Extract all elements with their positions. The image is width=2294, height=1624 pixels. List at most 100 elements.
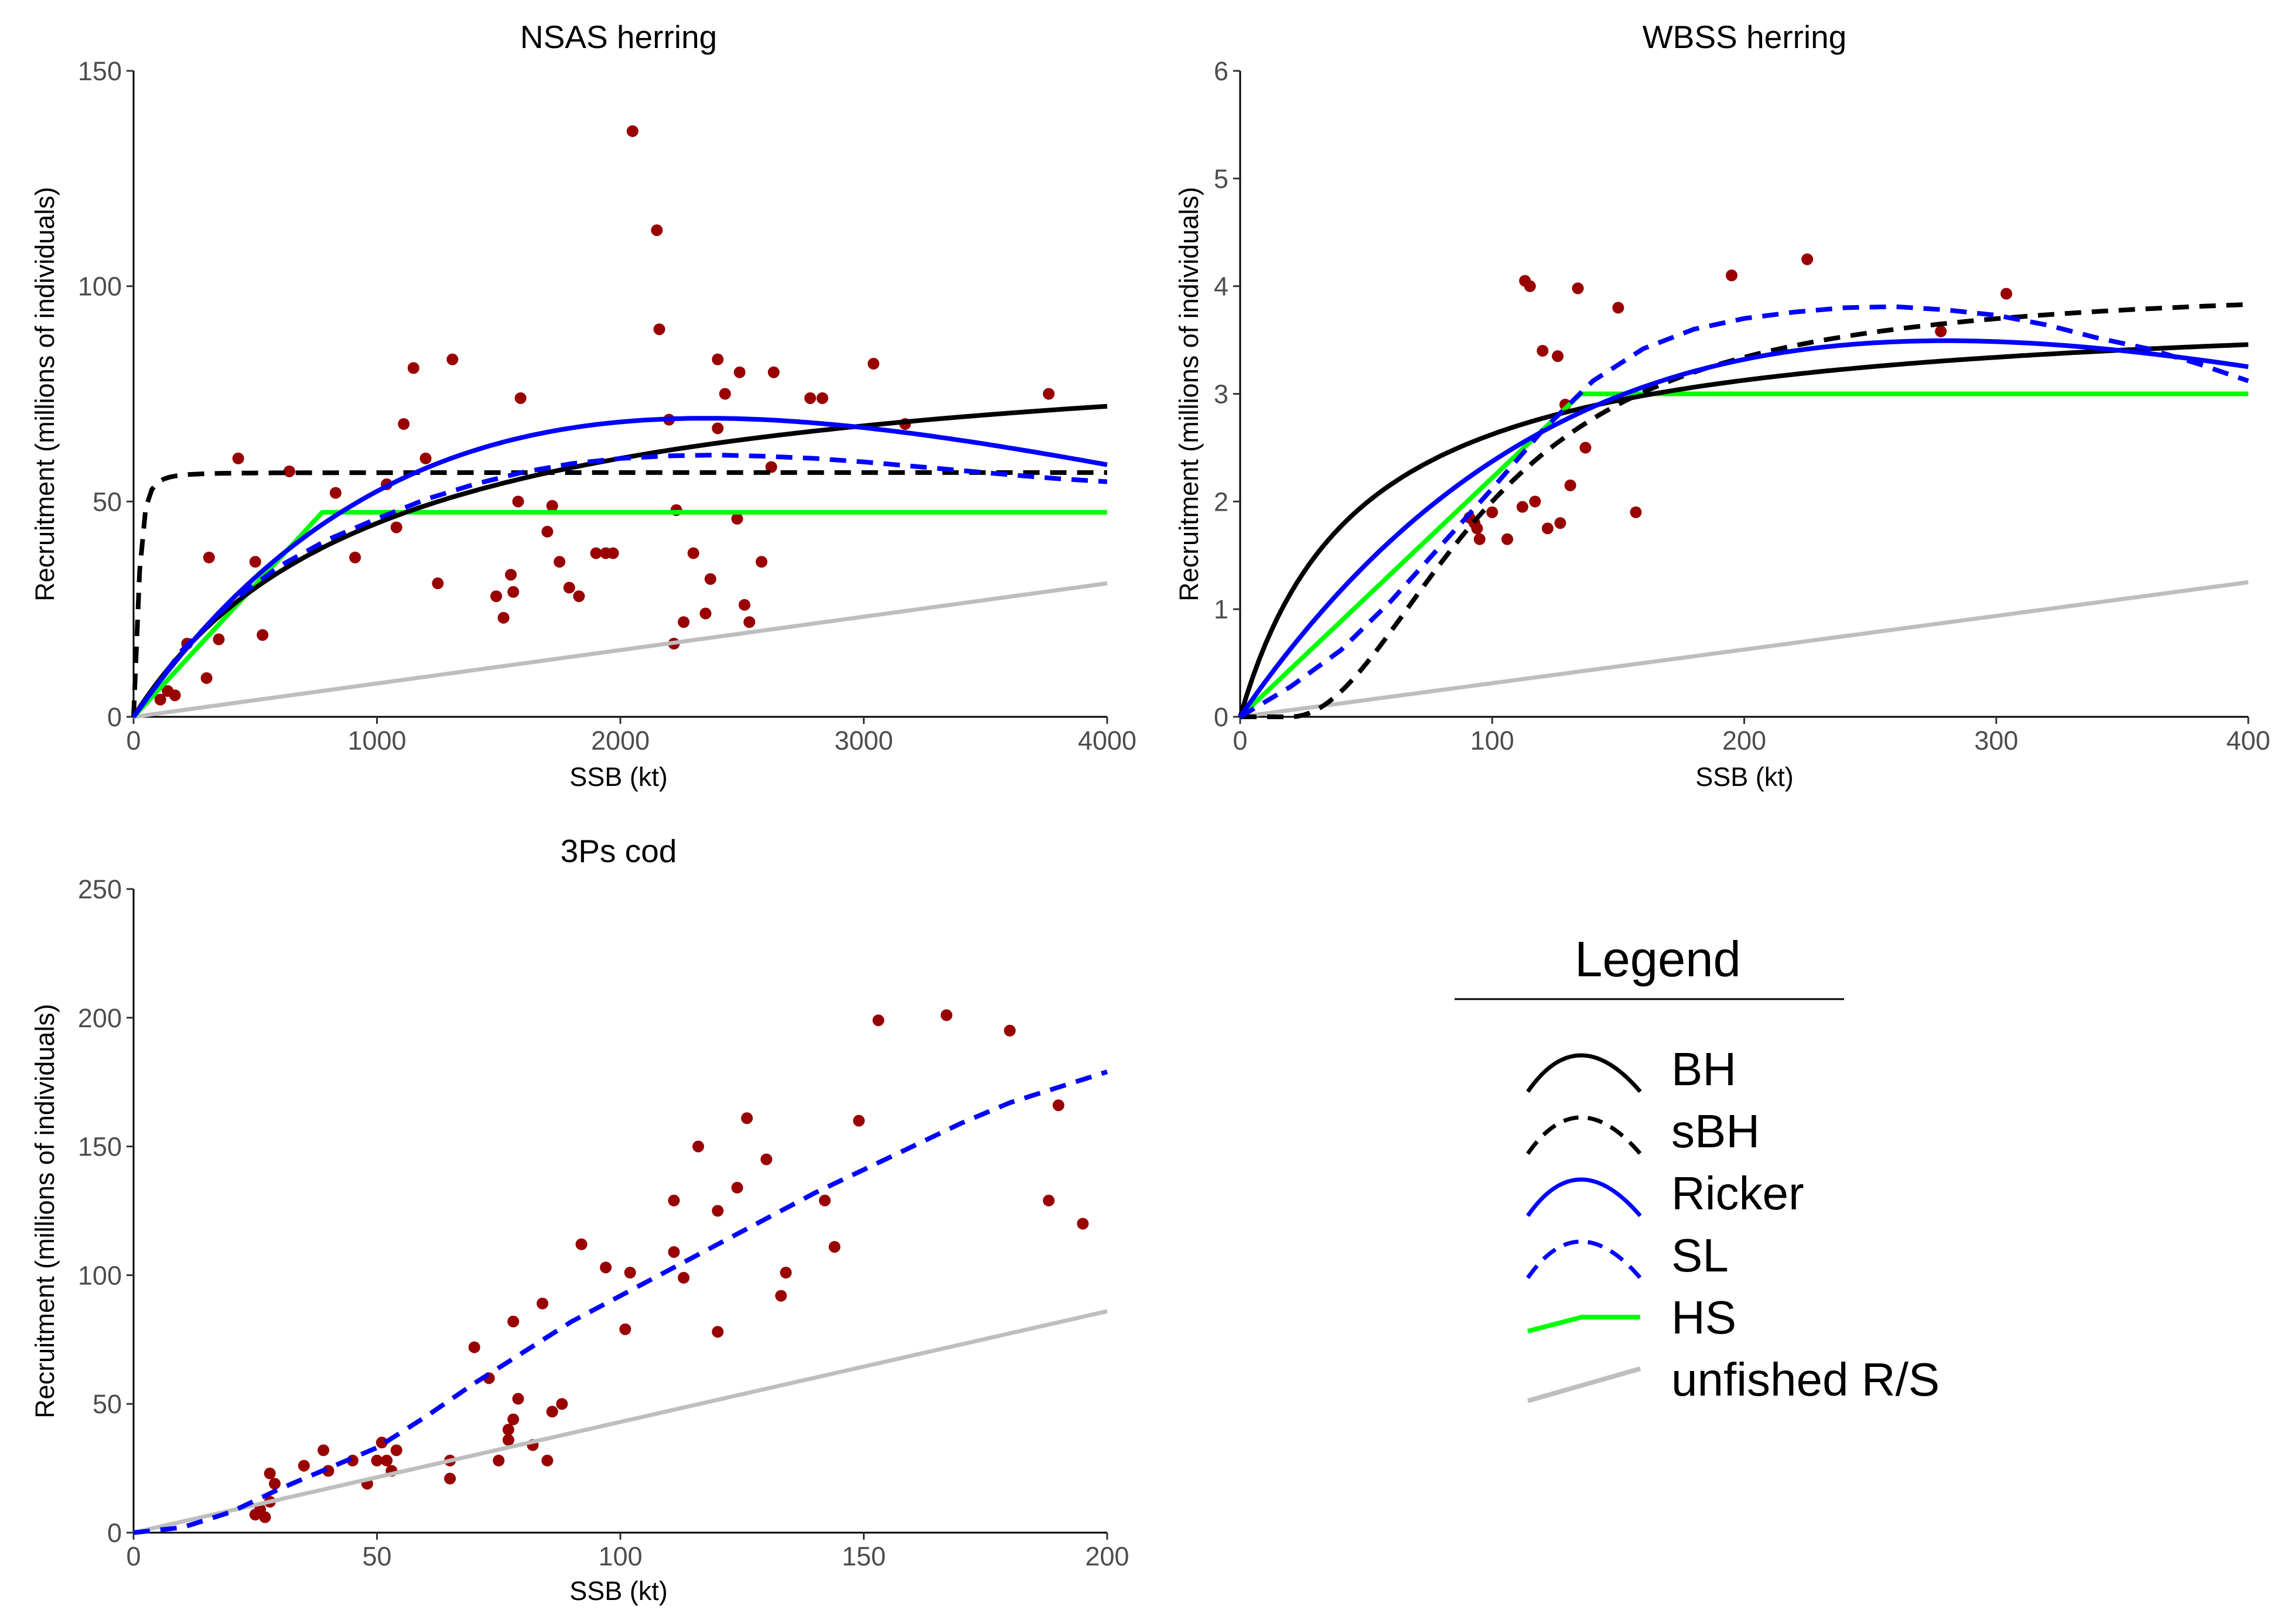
legend-key-sbh (1526, 1115, 1642, 1155)
series-hs (1238, 391, 2248, 719)
data-point (575, 1238, 588, 1250)
x-axis-label: SSB (kt) (569, 1576, 668, 1606)
y-tick-label: 2 (1214, 487, 1228, 517)
data-point (940, 1009, 953, 1021)
data-point (507, 1315, 520, 1328)
data-point (668, 1194, 680, 1206)
y-tick-label: 1 (1214, 594, 1228, 624)
data-point (1003, 1024, 1016, 1037)
x-axis-label: SSB (kt) (1695, 762, 1794, 792)
data-point (719, 388, 731, 400)
data-point (398, 418, 410, 430)
data-point (853, 1114, 865, 1127)
y-tick-label: 4 (1214, 272, 1228, 302)
y-axis-label: Recruitment (millions of individuals) (30, 187, 60, 601)
data-point (563, 582, 575, 594)
data-point (169, 689, 181, 702)
data-point (1052, 1099, 1064, 1112)
data-point (872, 1014, 885, 1027)
y-tick-label: 200 (78, 1003, 122, 1033)
y-tick-label: 6 (1214, 56, 1228, 86)
x-tick-label: 100 (1470, 726, 1514, 755)
data-point (1043, 388, 1055, 400)
data-point (765, 461, 777, 473)
series-unfished-r-s (133, 581, 1108, 719)
legend-item-ricker: Ricker (1526, 1167, 1804, 1219)
data-point (731, 512, 743, 525)
data-point (213, 633, 225, 645)
data-point (493, 1454, 505, 1466)
data-point (200, 672, 213, 684)
data-point (1043, 1194, 1055, 1206)
data-point (712, 353, 724, 365)
legend-label: HS (1671, 1291, 1736, 1343)
legend-label: BH (1671, 1043, 1736, 1095)
data-point (653, 323, 665, 336)
x-tick-label: 300 (1974, 726, 2018, 755)
data-point (407, 362, 419, 374)
data-point (502, 1424, 514, 1436)
legend-key-hs (1527, 1315, 1640, 1334)
data-point (556, 1398, 568, 1410)
data-point (546, 500, 558, 512)
data-point (446, 353, 459, 365)
data-point (687, 547, 699, 559)
series-sbh (1240, 302, 2249, 719)
data-point (249, 556, 261, 568)
data-point (554, 556, 566, 568)
data-point (497, 611, 510, 624)
data-point (390, 521, 402, 534)
legend-item-sl: SL (1526, 1229, 1729, 1281)
y-tick-label: 150 (78, 1132, 122, 1162)
data-point (329, 487, 342, 499)
x-axis-label: SSB (kt) (569, 762, 668, 792)
data-point (607, 547, 619, 559)
legend-key-unfished (1527, 1366, 1641, 1403)
y-tick-label: 150 (78, 56, 122, 86)
data-point (819, 1194, 831, 1206)
legend-key-ricker (1526, 1177, 1642, 1218)
data-point (780, 1267, 792, 1279)
data-point (1471, 522, 1483, 535)
data-point (2000, 288, 2012, 300)
data-point (514, 392, 527, 404)
data-point (733, 366, 746, 378)
data-point (512, 495, 524, 508)
data-point (712, 422, 724, 435)
data-point (868, 358, 880, 370)
legend-label: unfished R/S (1671, 1353, 1940, 1406)
series-unfished-r-s (1240, 580, 2249, 719)
data-point (692, 1140, 704, 1153)
data-point (1579, 442, 1592, 454)
legend-key-bh (1526, 1053, 1642, 1093)
x-tick-label: 200 (1722, 726, 1766, 755)
data-point (1516, 501, 1528, 513)
series-sl (133, 1069, 1108, 1535)
y-axis-label: Recruitment (millions of individuals) (30, 1004, 60, 1418)
data-point (1473, 533, 1486, 545)
data-point (541, 1454, 554, 1466)
y-tick-label: 0 (107, 1518, 122, 1548)
data-point (712, 1205, 724, 1217)
chart-title: WBSS herring (1643, 19, 1846, 55)
y-tick-label: 0 (107, 702, 122, 732)
legend-item-bh: BH (1526, 1043, 1736, 1095)
data-point (444, 1472, 456, 1485)
data-point (741, 1112, 753, 1124)
data-point (755, 556, 767, 568)
y-tick-label: 5 (1214, 164, 1228, 194)
data-point (1524, 280, 1536, 292)
data-point (468, 1341, 480, 1353)
data-point (512, 1393, 524, 1405)
data-point (1552, 350, 1564, 363)
data-point (390, 1444, 402, 1457)
data-point (1537, 344, 1549, 357)
data-point (507, 586, 520, 598)
data-point (203, 551, 215, 563)
data-point (1529, 495, 1541, 508)
data-point (760, 1153, 773, 1165)
data-point (1801, 253, 1814, 265)
data-point (381, 1454, 393, 1466)
data-point (546, 1406, 558, 1418)
